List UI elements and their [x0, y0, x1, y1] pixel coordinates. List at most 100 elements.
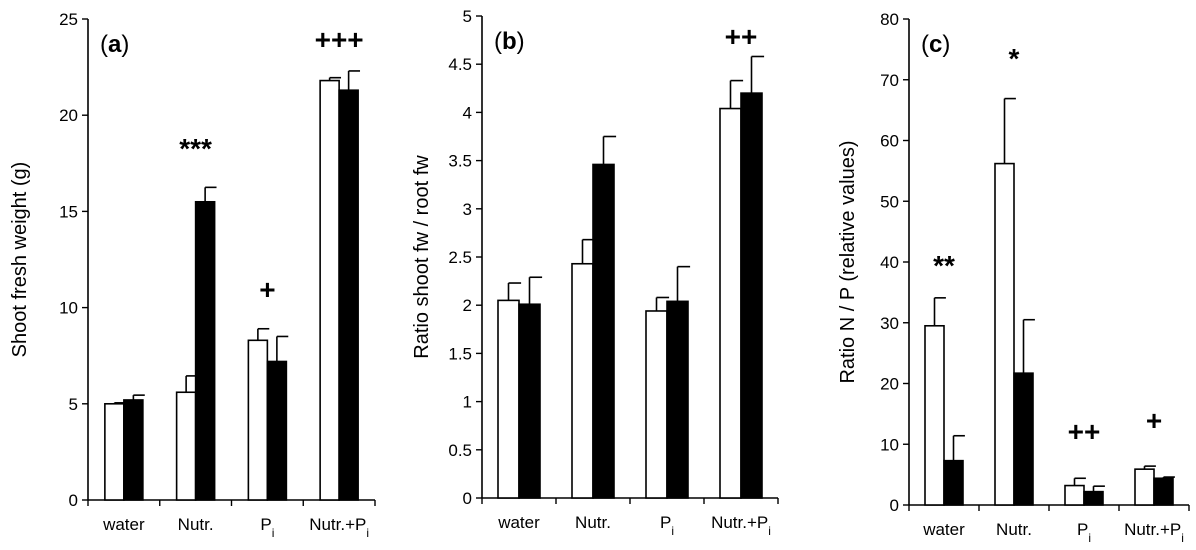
bar-black [266, 360, 288, 501]
bar-black [1013, 372, 1034, 506]
y-tick-label: 40 [880, 253, 899, 272]
x-category-label-subscript: i [366, 526, 369, 540]
y-tick-label: 1.5 [448, 344, 472, 363]
bar-white [924, 324, 945, 506]
y-tick-label: 4.5 [448, 55, 472, 74]
x-category-label: Nutr.+Pi [711, 513, 771, 538]
x-category-label-text: Nutr. [996, 520, 1032, 539]
x-category-label-text: Nutr. [178, 515, 214, 534]
x-category-label-subscript: i [1088, 531, 1091, 545]
y-tick-label: 0 [463, 489, 472, 508]
panel-label-letter: c [929, 31, 942, 58]
y-tick-label: 2 [463, 296, 472, 315]
y-tick-label: 80 [880, 10, 899, 29]
y-tick-label: 0 [69, 491, 78, 510]
y-tick-label: 0.5 [448, 441, 472, 460]
y-axis-title: Shoot fresh weight (g) [9, 162, 31, 358]
bar-black [666, 300, 689, 499]
panel-label-paren-open: ( [100, 31, 108, 58]
bar-black [1083, 490, 1104, 506]
y-tick-label: 70 [880, 71, 899, 90]
x-category-label-text: water [497, 513, 540, 532]
y-tick-label: 3 [463, 200, 472, 219]
x-category-label: water [922, 520, 965, 539]
x-category-label: Pi [660, 513, 674, 538]
panel-label-paren-close: ) [121, 31, 129, 58]
significance-label: +++ [315, 24, 364, 55]
x-category-label-text: P [660, 513, 671, 532]
bar-white [497, 299, 520, 499]
y-tick-label: 1 [463, 393, 472, 412]
x-category-label-text: P [260, 515, 271, 534]
bar-black [943, 459, 964, 506]
y-tick-label: 15 [59, 202, 78, 221]
y-tick-label: 3.5 [448, 152, 472, 171]
x-category-label-text: Nutr.+P [1124, 520, 1181, 539]
x-category-label: Nutr.+Pi [309, 515, 369, 540]
x-category-label-subscript: i [768, 524, 771, 538]
panel-label-paren-close: ) [942, 31, 950, 58]
bar-black [518, 303, 541, 499]
x-category-label-subscript: i [671, 524, 674, 538]
significance-label: * [1009, 43, 1020, 74]
x-category-label: Pi [1077, 520, 1091, 545]
x-category-label-text: water [922, 520, 965, 539]
y-tick-label: 10 [880, 435, 899, 454]
bar-black [338, 89, 359, 501]
x-category-label-text: P [1077, 520, 1088, 539]
x-category-label: Pi [260, 515, 274, 540]
bar-black [194, 200, 216, 501]
bar-white [175, 391, 197, 501]
significance-label: + [1146, 405, 1162, 436]
chart-panel-c: 0 10 20 30 40 50 60 70 80 Ratio N / P (relative v… [837, 10, 1190, 545]
significance-label: *** [179, 133, 212, 164]
y-tick-label: 20 [880, 375, 899, 394]
bar-black [1153, 477, 1174, 506]
y-tick-label: 10 [59, 299, 78, 318]
chart-panel-a: 0 5 10 15 20 25 Shoot fresh weight (g) (a) water… [9, 10, 376, 540]
y-tick-label: 30 [880, 314, 899, 333]
x-category-label: Nutr.+Pi [1124, 520, 1184, 545]
panel-label: (c) [921, 31, 950, 58]
y-tick-label: 4 [463, 103, 472, 122]
x-category-label-text: water [102, 515, 145, 534]
bar-white [994, 162, 1015, 506]
bar-white [645, 310, 668, 499]
bar-white [1064, 484, 1085, 506]
x-category-label: Nutr. [996, 520, 1032, 539]
y-tick-label: 5 [463, 7, 472, 26]
x-category-label-subscript: i [272, 526, 275, 540]
panel-label: (b) [494, 28, 525, 55]
bar-white [571, 262, 594, 499]
y-tick-label: 2.5 [448, 248, 472, 267]
x-category-label: Nutr. [178, 515, 214, 534]
bar-white [1134, 468, 1155, 506]
bar-black [592, 163, 615, 499]
x-category-label: water [497, 513, 540, 532]
y-axis-title: Ratio N / P (relative values) [837, 140, 859, 383]
bar-white [719, 107, 742, 499]
bar-white [104, 402, 125, 501]
x-category-label-text: Nutr.+P [309, 515, 366, 534]
y-tick-label: 50 [880, 192, 899, 211]
bar-black [123, 399, 144, 501]
y-axis-title: Ratio shoot fw / root fw [411, 155, 433, 359]
y-tick-label: 25 [59, 10, 78, 29]
panel-label-paren-open: ( [494, 28, 502, 55]
x-category-label-subscript: i [1181, 531, 1184, 545]
significance-label: ** [933, 250, 955, 281]
y-tick-label: 20 [59, 106, 78, 125]
x-category-label-text: Nutr.+P [711, 513, 768, 532]
x-category-label: Nutr. [575, 513, 611, 532]
panel-label-letter: a [108, 31, 122, 58]
bar-white [319, 79, 340, 501]
significance-label: + [259, 274, 275, 305]
x-category-label: water [102, 515, 145, 534]
significance-label: ++ [725, 21, 758, 52]
y-tick-label: 60 [880, 132, 899, 151]
bar-black [740, 92, 763, 499]
y-tick-label: 5 [69, 395, 78, 414]
y-tick-label: 0 [890, 496, 899, 515]
bar-white [247, 339, 269, 501]
